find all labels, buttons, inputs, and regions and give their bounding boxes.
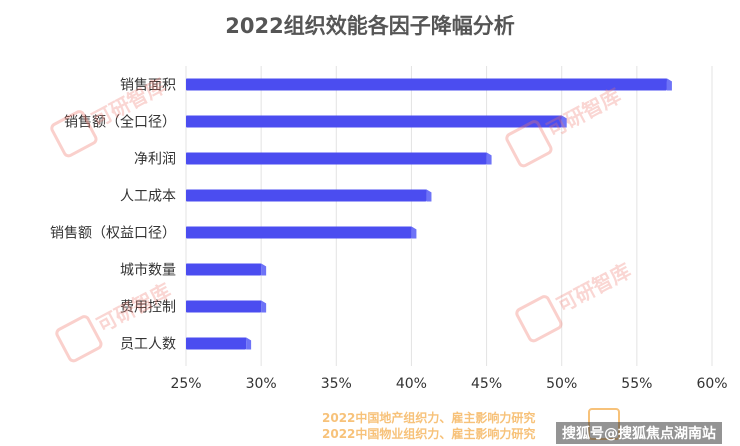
x-tick-label: 50% [546,376,577,392]
x-axis-ticks: 25% 30% 35% 40% 45% 50% 55% 60% [170,376,727,392]
category-label: 员工人数 [120,337,176,353]
category-label: 销售面积 [120,78,176,94]
gridlines [185,66,713,366]
x-tick-label: 30% [246,376,277,392]
category-label: 城市数量 [120,262,176,279]
category-label: 销售额（权益口径） [50,226,176,242]
bar [186,189,432,202]
category-label: 人工成本 [120,189,176,205]
chart-title: 2022组织效能各因子降幅分析 [225,14,515,38]
bar [186,226,417,239]
bars [186,78,672,350]
bar [186,78,672,91]
bar [186,152,492,165]
x-tick-label: 45% [471,376,502,392]
x-tick-label: 25% [170,376,201,392]
footer-watermark-line: 2022中国物业组织力、雇主影响力研究 [322,427,536,441]
source-watermark: 搜狐号@搜狐焦点湖南站 [556,422,722,444]
footer-watermark-line: 2022中国地产组织力、雇主影响力研究 [322,411,536,425]
bar [186,337,252,350]
bar [186,115,567,128]
bar [186,300,267,313]
category-label: 销售额（全口径） [64,114,176,131]
bar [186,263,267,276]
x-tick-label: 40% [396,376,427,392]
category-label: 净利润 [134,152,176,168]
x-tick-label: 55% [621,376,652,392]
x-tick-label: 35% [321,376,352,392]
category-label: 费用控制 [120,300,176,316]
x-tick-label: 60% [696,376,727,392]
